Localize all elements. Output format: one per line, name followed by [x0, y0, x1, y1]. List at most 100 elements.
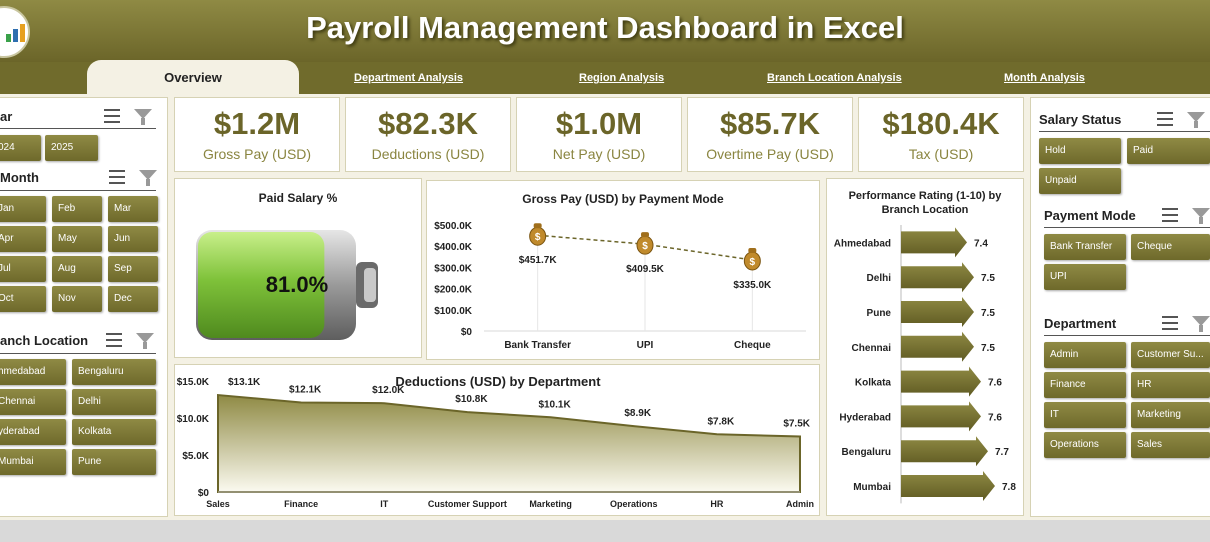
multi-select-icon[interactable]	[109, 170, 125, 184]
y-tick-label: Hyderabad	[839, 412, 891, 423]
money-bag-icon: $	[636, 232, 654, 255]
slicer-item-nov[interactable]: Nov	[52, 286, 102, 312]
data-label: 7.6	[988, 378, 1002, 389]
data-label: 7.6	[988, 412, 1002, 423]
multi-select-icon[interactable]	[1162, 316, 1178, 330]
tab-department-analysis[interactable]: Department Analysis	[354, 72, 464, 84]
data-label: 7.7	[995, 447, 1009, 458]
multi-select-icon[interactable]	[1157, 112, 1173, 126]
slicer-item-2024[interactable]: 024	[0, 135, 41, 161]
divider	[1044, 335, 1210, 336]
rating-bar	[901, 436, 988, 467]
kpi-value: $85.7K	[720, 106, 820, 141]
x-tick-label: IT	[380, 499, 389, 509]
month-slicer-label: Month	[0, 170, 39, 185]
slicer-item-marketing[interactable]: Marketing	[1131, 402, 1210, 428]
data-label: $335.0K	[733, 280, 772, 291]
data-label: 7.5	[981, 343, 995, 354]
slicer-item-oct[interactable]: Oct	[0, 286, 46, 312]
kpi-label: Tax (USD)	[908, 146, 974, 162]
slicer-item-hyderabad[interactable]: yderabad	[0, 419, 66, 445]
slicer-item-pune[interactable]: Pune	[72, 449, 156, 475]
slicer-item-sales[interactable]: Sales	[1131, 432, 1210, 458]
multi-select-icon[interactable]	[1162, 208, 1178, 222]
slicer-item-bank-transfer[interactable]: Bank Transfer	[1044, 234, 1126, 260]
slicer-item-feb[interactable]: Feb	[52, 196, 102, 222]
y-tick-label: $0	[198, 488, 210, 499]
slicer-item-ahmedabad[interactable]: hmedabad	[0, 359, 66, 385]
money-bag-icon: $	[529, 223, 547, 246]
rating-bar	[901, 471, 995, 501]
department-slicer-label: Department	[1044, 316, 1117, 331]
slicer-item-upi[interactable]: UPI	[1044, 264, 1126, 290]
slicer-item-mumbai[interactable]: Mumbai	[0, 449, 66, 475]
clear-filter-icon[interactable]	[139, 170, 157, 186]
kpi-label: Gross Pay (USD)	[202, 146, 312, 162]
tab-branch-location-analysis[interactable]: Branch Location Analysis	[767, 72, 902, 84]
kpi-value: $1.2M	[213, 106, 301, 141]
slicer-item-paid[interactable]: Paid	[1127, 138, 1210, 164]
kpi-label: Overtime Pay (USD)	[706, 146, 834, 162]
slicer-item-hold[interactable]: Hold	[1039, 138, 1121, 164]
slicer-item-unpaid[interactable]: Unpaid	[1039, 168, 1121, 194]
multi-select-icon[interactable]	[106, 333, 122, 347]
data-label: $409.5K	[626, 264, 665, 275]
slicer-item-it[interactable]: IT	[1044, 402, 1126, 428]
gross-pay-chart: $500.0K $400.0K $300.0K $200.0K $100.0K $0 $ $4…	[434, 221, 806, 351]
slicer-item-delhi[interactable]: Delhi	[72, 389, 156, 415]
performance-chart: Ahmedabad 7.4 Delhi 7.5 Pune 7.5 Chennai 7.5 Kol…	[834, 225, 1016, 504]
slicer-item-mar[interactable]: Mar	[108, 196, 158, 222]
svg-text:$: $	[642, 241, 648, 252]
slicer-item-bengaluru[interactable]: Bengaluru	[72, 359, 156, 385]
slicer-item-finance[interactable]: Finance	[1044, 372, 1126, 398]
kpi-overtime-pay: $85.7K Overtime Pay (USD)	[687, 97, 853, 172]
clear-filter-icon[interactable]	[1192, 316, 1210, 332]
slicer-item-operations[interactable]: Operations	[1044, 432, 1126, 458]
header-bar	[0, 0, 1210, 62]
divider	[1039, 131, 1210, 132]
tab-overview[interactable]: Overview	[87, 60, 299, 96]
gross-pay-chart-title: Gross Pay (USD) by Payment Mode	[522, 192, 724, 206]
performance-chart-title: Performance Rating (1-10) by Branch Loca…	[848, 190, 1002, 216]
slicer-item-2025[interactable]: 2025	[45, 135, 98, 161]
slicer-item-jul[interactable]: Jul	[0, 256, 46, 282]
slicer-item-kolkata[interactable]: Kolkata	[72, 419, 156, 445]
kpi-value: $180.4K	[882, 106, 1000, 141]
tab-region-analysis[interactable]: Region Analysis	[579, 72, 665, 84]
slicer-item-aug[interactable]: Aug	[52, 256, 102, 282]
multi-select-icon[interactable]	[104, 109, 120, 123]
data-label: 7.5	[981, 308, 995, 319]
kpi-label: Net Pay (USD)	[552, 146, 646, 162]
clear-filter-icon[interactable]	[1187, 112, 1205, 128]
clear-filter-icon[interactable]	[136, 333, 154, 349]
slicer-item-jun[interactable]: Jun	[108, 226, 158, 252]
slicer-item-hr[interactable]: HR	[1131, 372, 1210, 398]
payment-mode-slicer-controls	[1162, 207, 1210, 225]
slicer-item-admin[interactable]: Admin	[1044, 342, 1126, 368]
slicer-item-jan[interactable]: Jan	[0, 196, 46, 222]
slicer-item-apr[interactable]: Apr	[0, 226, 46, 252]
slicer-item-chennai[interactable]: Chennai	[0, 389, 66, 415]
slicer-item-may[interactable]: May	[52, 226, 102, 252]
divider	[0, 353, 156, 354]
branch-slicer-controls	[106, 332, 154, 350]
clear-filter-icon[interactable]	[134, 109, 152, 125]
deductions-area	[217, 393, 801, 493]
y-tick-label: Chennai	[852, 343, 892, 354]
paid-salary-value: 81.0%	[266, 272, 328, 297]
y-tick-label: Kolkata	[855, 378, 892, 389]
y-tick-label: $200.0K	[434, 285, 473, 296]
y-tick-label: Delhi	[867, 273, 892, 284]
clear-filter-icon[interactable]	[1192, 208, 1210, 224]
year-slicer-label: ar	[0, 109, 13, 124]
slicer-item-dec[interactable]: Dec	[108, 286, 158, 312]
svg-text:$: $	[750, 257, 756, 268]
department-slicer-controls	[1162, 315, 1210, 333]
slicer-item-cheque[interactable]: Cheque	[1131, 234, 1210, 260]
rating-bar	[901, 331, 974, 362]
slicer-item-customer-support[interactable]: Customer Su...	[1131, 342, 1210, 368]
battery-terminal-cap	[364, 268, 376, 302]
tab-month-analysis[interactable]: Month Analysis	[1004, 72, 1085, 84]
battery-fill	[198, 232, 325, 338]
slicer-item-sep[interactable]: Sep	[108, 256, 158, 282]
